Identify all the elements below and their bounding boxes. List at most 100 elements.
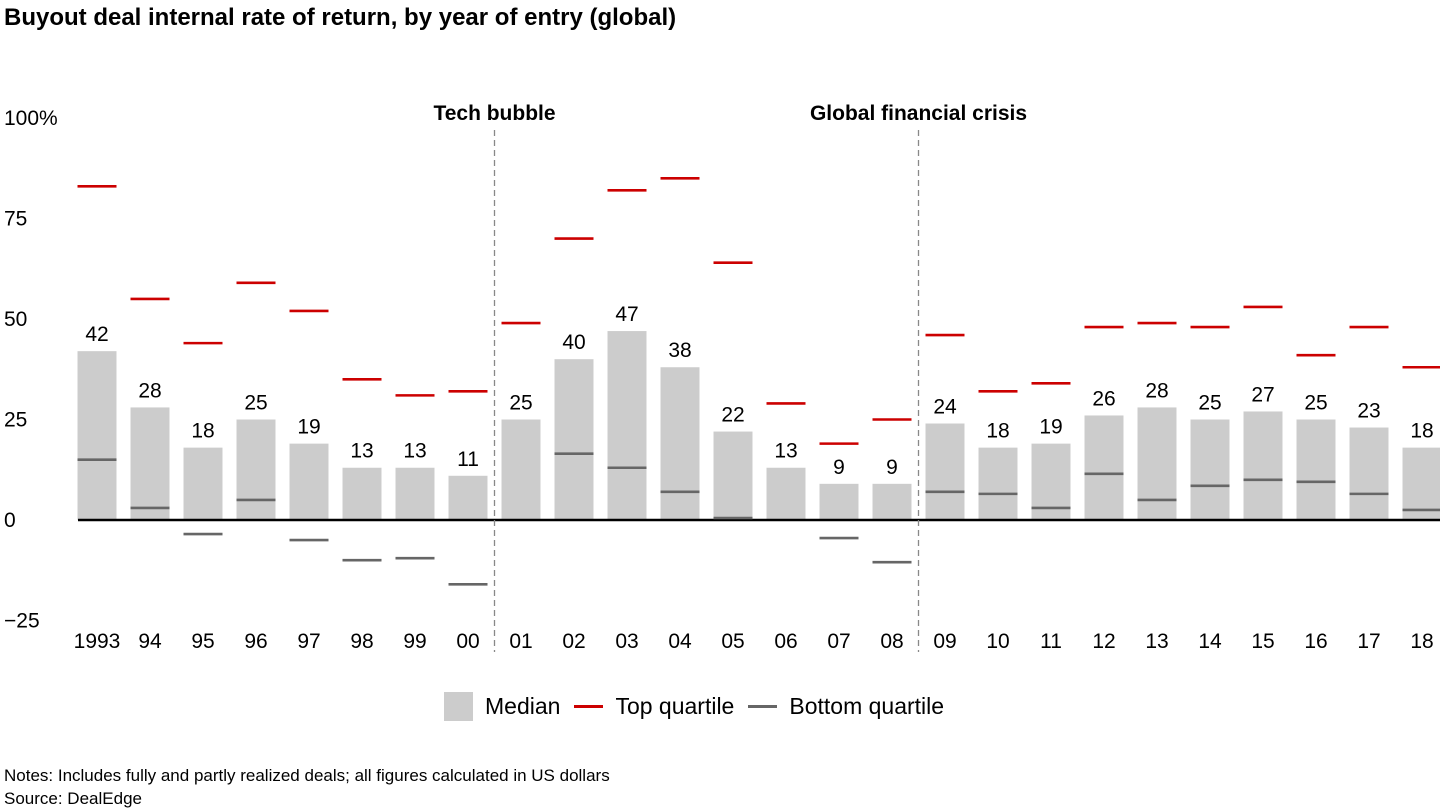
- x-tick-label: 17: [1357, 630, 1380, 653]
- median-bar: [819, 483, 859, 520]
- median-value-label: 22: [721, 404, 744, 427]
- median-bar: [236, 419, 276, 520]
- source-text: Source: DealEdge: [4, 789, 142, 808]
- legend-swatch-top-quartile: [574, 704, 604, 708]
- legend-label-median: Median: [485, 692, 561, 719]
- legend: Median Top quartile Bottom quartile: [444, 690, 958, 722]
- median-bar: [978, 447, 1018, 520]
- x-tick-label: 16: [1304, 630, 1327, 653]
- legend-swatch-bottom-quartile: [748, 704, 778, 708]
- notes-text: Notes: Includes fully and partly realize…: [4, 766, 610, 785]
- x-tick-label: 05: [721, 630, 744, 653]
- x-tick-label: 94: [138, 630, 162, 653]
- median-bar: [130, 407, 170, 520]
- median-value-label: 18: [191, 420, 214, 443]
- median-bar: [872, 483, 912, 520]
- median-value-label: 42: [85, 323, 108, 346]
- x-tick-label: 09: [933, 630, 956, 653]
- x-tick-label: 97: [297, 630, 320, 653]
- x-tick-label: 03: [615, 630, 638, 653]
- x-tick-label: 08: [880, 630, 903, 653]
- median-bar: [1190, 419, 1230, 520]
- x-tick-label: 02: [562, 630, 585, 653]
- median-bar: [925, 423, 965, 520]
- chart-title: Buyout deal internal rate of return, by …: [4, 4, 677, 31]
- median-value-label: 25: [1304, 392, 1327, 415]
- y-tick-label: 75: [4, 208, 27, 231]
- median-value-label: 24: [933, 396, 957, 419]
- x-tick-label: 98: [350, 630, 373, 653]
- median-bar: [607, 331, 647, 520]
- x-tick-label: 10: [986, 630, 1009, 653]
- median-value-label: 18: [986, 420, 1009, 443]
- legend-label-top-quartile: Top quartile: [615, 692, 735, 719]
- median-bar: [183, 447, 223, 520]
- median-value-label: 19: [297, 416, 320, 439]
- x-tick-label: 14: [1198, 630, 1222, 653]
- median-value-label: 40: [562, 331, 585, 354]
- y-tick-label: −25: [4, 610, 40, 633]
- x-tick-label: 07: [827, 630, 850, 653]
- x-tick-label: 18: [1410, 630, 1433, 653]
- median-value-label: 26: [1092, 387, 1115, 410]
- median-bar: [660, 367, 700, 520]
- median-bar: [448, 475, 488, 520]
- median-bar: [766, 467, 806, 520]
- median-value-label: 28: [1145, 379, 1168, 402]
- median-value-label: 25: [244, 392, 267, 415]
- median-value-label: 25: [1198, 392, 1221, 415]
- x-tick-label: 04: [668, 630, 692, 653]
- period-annotation-label: Tech bubble: [433, 102, 555, 125]
- median-value-label: 23: [1357, 400, 1380, 423]
- x-tick-label: 12: [1092, 630, 1115, 653]
- footnotes: Notes: Includes fully and partly realize…: [4, 764, 610, 810]
- x-tick-label: 06: [774, 630, 797, 653]
- legend-label-bottom-quartile: Bottom quartile: [789, 692, 945, 719]
- median-bar: [1402, 447, 1440, 520]
- median-bar: [1137, 407, 1177, 520]
- median-value-label: 25: [509, 392, 532, 415]
- x-tick-label: 11: [1040, 630, 1062, 653]
- median-value-label: 13: [403, 440, 426, 463]
- legend-item-bottom-quartile: Bottom quartile: [748, 693, 944, 720]
- median-bar: [1349, 427, 1389, 520]
- median-value-label: 9: [886, 456, 898, 479]
- x-tick-label: 01: [509, 630, 532, 653]
- y-tick-label: 25: [4, 409, 27, 432]
- median-bar: [77, 351, 117, 520]
- median-value-label: 19: [1039, 416, 1062, 439]
- legend-item-median: Median: [444, 691, 561, 721]
- median-value-label: 28: [138, 379, 161, 402]
- median-value-label: 13: [350, 440, 373, 463]
- y-tick-label: 100%: [4, 107, 58, 130]
- median-bar: [1243, 411, 1283, 520]
- median-value-label: 13: [774, 440, 797, 463]
- median-bar: [1296, 419, 1336, 520]
- y-tick-label: 0: [4, 509, 16, 532]
- median-bar: [713, 431, 753, 520]
- median-bar: [289, 443, 329, 520]
- median-value-label: 38: [668, 339, 691, 362]
- x-tick-label: 1993: [74, 630, 121, 653]
- x-tick-label: 99: [403, 630, 426, 653]
- median-value-label: 9: [833, 456, 845, 479]
- median-bar: [342, 467, 382, 520]
- period-annotation-label: Global financial crisis: [810, 102, 1027, 125]
- y-tick-label: 50: [4, 308, 27, 331]
- x-tick-label: 95: [191, 630, 214, 653]
- median-value-label: 11: [457, 448, 479, 471]
- median-bar: [554, 359, 594, 520]
- x-tick-label: 00: [456, 630, 479, 653]
- median-bar: [395, 467, 435, 520]
- median-bar: [501, 419, 541, 520]
- legend-item-top-quartile: Top quartile: [574, 693, 734, 720]
- x-tick-label: 15: [1251, 630, 1274, 653]
- x-tick-label: 96: [244, 630, 267, 653]
- median-value-label: 27: [1251, 383, 1274, 406]
- median-value-label: 47: [615, 303, 638, 326]
- median-value-label: 18: [1410, 420, 1433, 443]
- legend-swatch-median: [444, 691, 473, 721]
- x-tick-label: 13: [1145, 630, 1168, 653]
- median-bar: [1084, 415, 1124, 520]
